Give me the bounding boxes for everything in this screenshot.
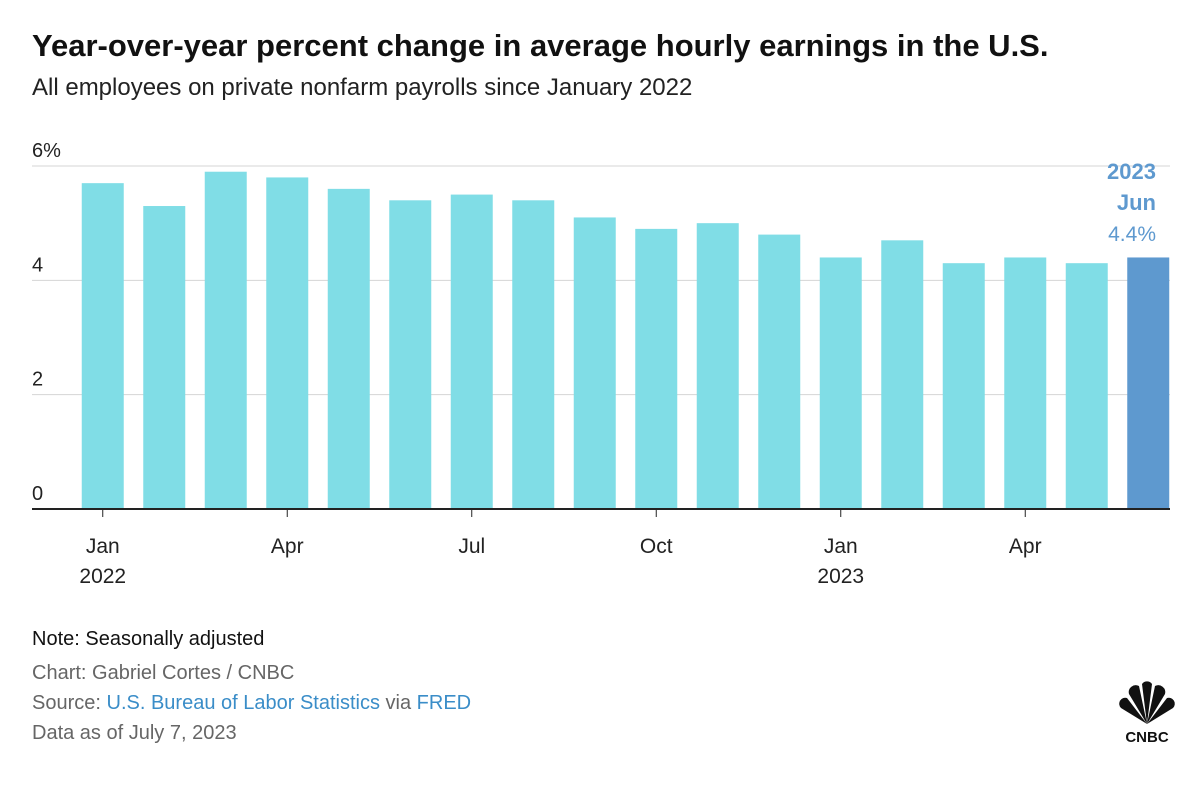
bar: [1065, 263, 1108, 509]
bar: [1127, 257, 1170, 509]
bar: [758, 234, 801, 509]
logo-feather: [1119, 697, 1147, 724]
x-tick-label: Apr: [1009, 535, 1042, 558]
x-tick-label: Jan: [86, 535, 120, 558]
bar: [81, 183, 124, 509]
bar: [942, 263, 985, 509]
x-tick-label: Apr: [271, 535, 304, 558]
logo-feather: [1142, 681, 1152, 724]
chart-title: Year-over-year percent change in average…: [32, 28, 1048, 63]
bar: [512, 200, 555, 510]
x-tick-label: Jul: [458, 535, 485, 558]
bar: [327, 188, 370, 509]
bar: [266, 177, 309, 509]
bar: [450, 194, 493, 510]
note: Note: Seasonally adjusted: [32, 628, 265, 650]
bar: [143, 206, 186, 509]
bar: [696, 223, 739, 509]
x-tick-label: Jan: [824, 535, 858, 558]
annotation-year: 2023: [1107, 159, 1156, 184]
bar: [635, 228, 678, 509]
bar: [389, 200, 432, 510]
logo-feather: [1128, 685, 1147, 724]
chart-subtitle: All employees on private nonfarm payroll…: [32, 74, 692, 101]
y-tick-label: 0: [32, 483, 43, 505]
annotation-month: Jun: [1117, 190, 1156, 215]
y-tick-label: 2: [32, 369, 43, 391]
source-prefix: Source:: [32, 692, 101, 714]
logo-feather: [1147, 685, 1166, 724]
source-line: Source: U.S. Bureau of Labor Statistics …: [32, 692, 471, 715]
bar: [819, 257, 862, 509]
source-link[interactable]: FRED: [416, 692, 472, 714]
logo-text: CNBC: [1125, 729, 1168, 746]
data-date: Data as of July 7, 2023: [32, 722, 237, 744]
value-label: 4.4%: [1108, 223, 1156, 246]
source-link[interactable]: U.S. Bureau of Labor Statistics: [106, 692, 380, 714]
bar: [881, 240, 924, 510]
x-year-label: 2022: [79, 565, 126, 588]
source-via: via: [385, 692, 412, 714]
bar: [204, 171, 247, 509]
credit: Chart: Gabriel Cortes / CNBC: [32, 662, 295, 684]
bar: [573, 217, 616, 509]
x-tick-label: Oct: [640, 535, 673, 558]
logo-feather: [1147, 697, 1175, 724]
y-tick-label: 6%: [32, 140, 61, 162]
bar: [1004, 257, 1047, 509]
x-year-label: 2023: [817, 565, 864, 588]
y-tick-label: 4: [32, 254, 43, 276]
cnbc-logo: CNBC: [1119, 681, 1175, 746]
